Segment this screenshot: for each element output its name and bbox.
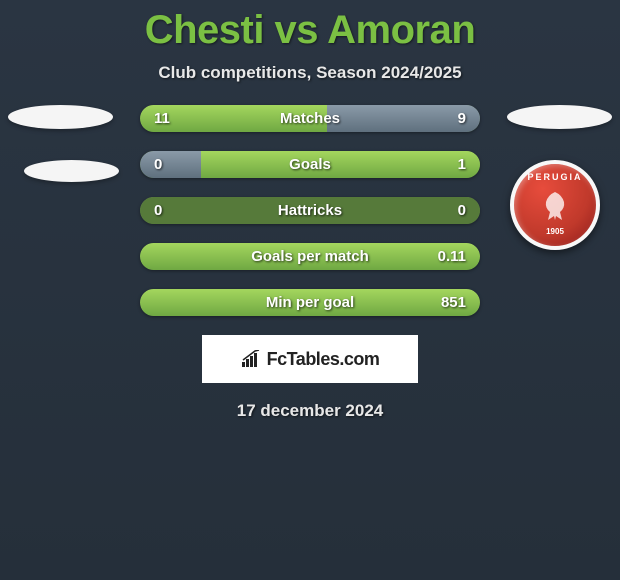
player-left-avatar-secondary [24,160,119,182]
stat-row: 0.11Goals per match [140,243,480,270]
stat-label: Matches [140,110,480,127]
stat-label: Min per goal [140,294,480,311]
club-badge-year: 1905 [514,227,596,236]
brand-logo-box: FcTables.com [202,335,418,383]
stat-label: Goals per match [140,248,480,265]
stat-row: 01Goals [140,151,480,178]
comparison-content: PERUGIA 1905 119Matches 01Goals 00Hattrick… [0,105,620,421]
stat-row: 00Hattricks [140,197,480,224]
stat-label: Hattricks [140,202,480,219]
stats-bars: 119Matches 01Goals 00Hattricks 0.11Goals pe… [140,105,480,316]
brand-chart-icon [241,350,263,368]
subtitle: Club competitions, Season 2024/2025 [0,63,620,83]
date-text: 17 december 2024 [0,401,620,421]
stat-row: 851Min per goal [140,289,480,316]
club-badge-inner: PERUGIA 1905 [510,160,600,250]
brand-name: FcTables.com [267,349,380,370]
club-badge: PERUGIA 1905 [510,160,610,245]
player-left-avatar [8,105,113,129]
stat-row: 119Matches [140,105,480,132]
page-title: Chesti vs Amoran [0,0,620,53]
club-badge-name: PERUGIA [514,172,596,182]
player-right-avatar [507,105,612,129]
club-badge-griffin-icon [540,190,570,225]
stat-label: Goals [140,156,480,173]
